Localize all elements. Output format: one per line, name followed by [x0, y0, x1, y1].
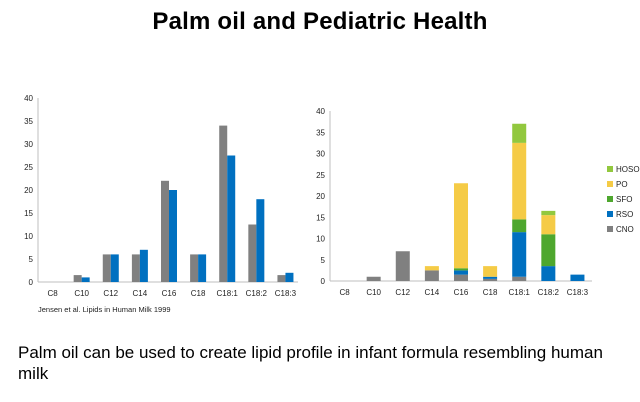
legend-swatch — [607, 196, 613, 202]
y-tick-label: 40 — [316, 107, 325, 116]
bar — [190, 254, 199, 282]
legend-swatch — [607, 211, 613, 217]
stacked-bar-segment — [483, 278, 498, 281]
stacked-bar-segment — [512, 219, 527, 233]
stacked-bar-segment — [570, 274, 585, 281]
bar — [110, 254, 119, 282]
stacked-bar-segment — [366, 276, 381, 281]
legend-label: SFO — [616, 195, 632, 204]
bar — [227, 155, 236, 282]
x-tick-label: C18 — [191, 289, 206, 298]
stacked-bar-segment — [454, 274, 468, 281]
human-milk-fatty-acid-chart: 0 5 10 15 20 25 30 35 40 C8 C10 C12 C14 C16 C18 C18:1 C1… — [24, 94, 298, 298]
bar — [139, 249, 148, 282]
bar — [219, 125, 228, 282]
bar — [169, 190, 177, 282]
legend-swatch — [607, 226, 613, 232]
legend-swatch — [607, 166, 613, 172]
y-tick-label: 5 — [29, 255, 34, 264]
slide-title: Palm oil and Pediatric Health — [152, 8, 488, 35]
x-tick-label: C14 — [133, 289, 148, 298]
bar — [102, 254, 111, 282]
bar — [285, 272, 294, 282]
stacked-bar-segment — [512, 123, 527, 143]
bar — [131, 254, 140, 282]
legend-label: HOSO — [616, 165, 640, 174]
bar — [277, 275, 286, 282]
x-tick-label: C12 — [103, 289, 118, 298]
stacked-bar-segment — [512, 142, 527, 220]
x-tick-label: C12 — [395, 288, 410, 297]
x-tick-label: C16 — [162, 289, 177, 298]
stacked-bar-segment — [395, 251, 410, 281]
y-tick-label: 20 — [316, 192, 325, 201]
y-tick-label: 30 — [24, 140, 33, 149]
stacked-bar-segment — [512, 276, 527, 281]
stacked-bar-segment — [541, 210, 556, 216]
y-tick-label: 5 — [321, 256, 326, 265]
stacked-bar-segment — [541, 215, 556, 235]
footer-statement: Palm oil can be used to create lipid pro… — [18, 343, 603, 383]
y-tick-label: 0 — [321, 277, 326, 286]
source-citation: Jensen et al. Lipids in Human Milk 1999 — [38, 305, 171, 314]
x-tick-label: C18:2 — [538, 288, 560, 297]
legend-label: PO — [616, 180, 628, 189]
stacked-bar-segment — [512, 232, 527, 277]
y-tick-label: 0 — [29, 278, 34, 287]
bar — [248, 224, 257, 282]
stacked-bar-segment — [454, 183, 468, 269]
stacked-bar-segment — [483, 266, 498, 277]
legend-swatch — [607, 181, 613, 187]
oil-blend-stacked-chart: 0 5 10 15 20 25 30 35 40 C8 C10 C12 C14 C16 C18 C18:1 C1… — [316, 107, 640, 297]
y-tick-label: 15 — [316, 213, 325, 222]
y-tick-label: 10 — [24, 232, 33, 241]
y-tick-label: 35 — [24, 117, 33, 126]
legend-label: CNO — [616, 225, 634, 234]
stacked-bar-segment — [454, 270, 468, 275]
bar — [81, 277, 90, 282]
y-tick-label: 15 — [24, 209, 33, 218]
stacked-bar-segment — [424, 270, 439, 281]
stacked-bar-segment — [424, 266, 439, 271]
y-tick-label: 20 — [24, 186, 33, 195]
stacked-bar-segment — [541, 266, 556, 281]
x-tick-label: C18:1 — [509, 288, 531, 297]
x-tick-label: C18:3 — [275, 289, 297, 298]
bar — [198, 254, 207, 282]
x-tick-label: C18:1 — [217, 289, 239, 298]
x-tick-label: C14 — [425, 288, 440, 297]
x-tick-label: C8 — [339, 288, 350, 297]
stacked-bar-segment — [454, 268, 468, 271]
y-tick-label: 25 — [24, 163, 33, 172]
y-tick-label: 10 — [316, 235, 325, 244]
x-tick-label: C10 — [74, 289, 89, 298]
bar — [73, 275, 82, 282]
x-tick-label: C18 — [483, 288, 498, 297]
legend-label: RSO — [616, 210, 633, 219]
y-tick-label: 35 — [316, 128, 325, 137]
y-tick-label: 30 — [316, 150, 325, 159]
x-tick-label: C16 — [454, 288, 469, 297]
stacked-bar-segment — [483, 276, 498, 279]
y-tick-label: 40 — [24, 94, 33, 103]
x-tick-label: C10 — [366, 288, 381, 297]
stacked-bar-segment — [541, 234, 556, 267]
x-tick-label: C8 — [47, 289, 58, 298]
x-tick-label: C18:2 — [246, 289, 268, 298]
x-tick-label: C18:3 — [567, 288, 589, 297]
y-tick-label: 25 — [316, 171, 325, 180]
bar — [161, 180, 169, 282]
bar — [256, 199, 265, 282]
